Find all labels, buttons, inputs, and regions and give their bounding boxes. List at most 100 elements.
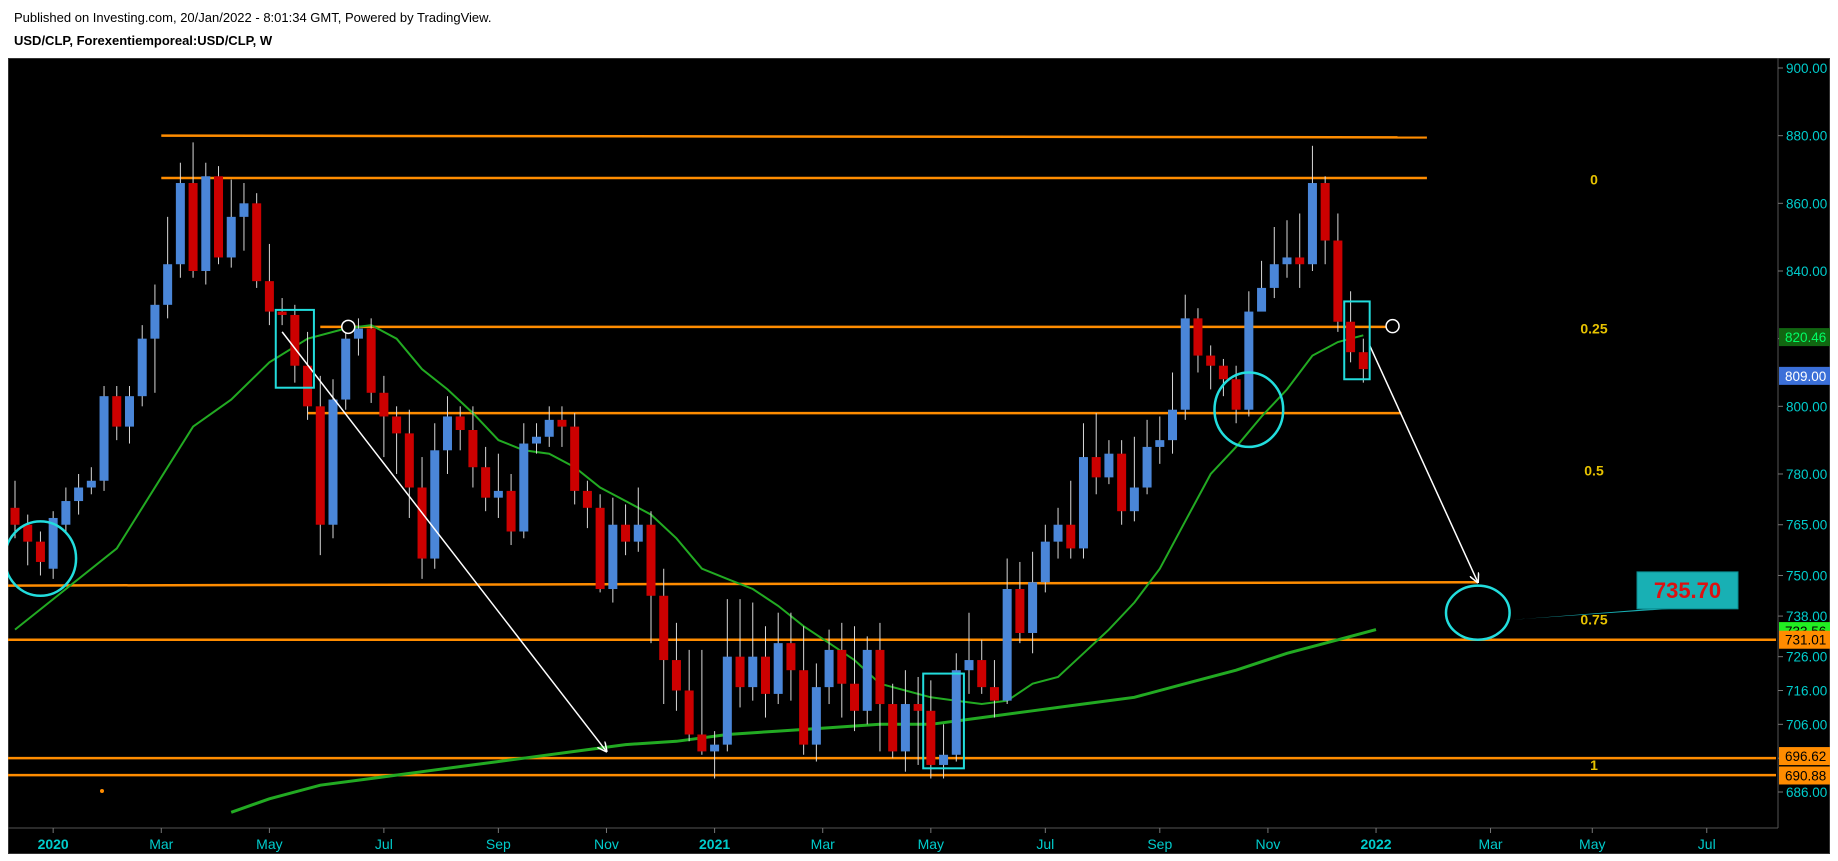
candle <box>1282 220 1292 278</box>
fib-level-label: 0 <box>1590 172 1598 188</box>
candle-body <box>61 501 71 525</box>
candle <box>989 660 999 718</box>
candle-body <box>1231 379 1241 410</box>
candle <box>710 731 720 779</box>
candle <box>1078 423 1088 559</box>
candle <box>837 622 847 718</box>
price-label: 696.62 <box>1779 747 1830 766</box>
candle <box>10 480 20 539</box>
candle-body <box>900 704 910 752</box>
price-label-text: 696.62 <box>1785 749 1826 764</box>
candle-body <box>1346 321 1356 353</box>
candle-body <box>1206 355 1216 366</box>
candle-body <box>1307 183 1317 265</box>
candle <box>328 379 338 539</box>
candle-body <box>35 541 45 562</box>
level-line <box>161 134 1427 139</box>
time-tick-label: Jul <box>1036 836 1054 852</box>
price-tick-label: 716.00 <box>1786 684 1827 699</box>
candle-body <box>493 490 503 498</box>
candle <box>506 473 516 546</box>
candle <box>1002 558 1012 705</box>
price-label: 690.88 <box>1779 766 1830 785</box>
candle <box>150 284 160 393</box>
candle <box>481 446 491 512</box>
candle-body <box>1091 457 1101 478</box>
candle <box>1358 338 1368 383</box>
level-line <box>8 580 1478 587</box>
candle-body <box>1104 453 1114 478</box>
candle-body <box>633 524 643 542</box>
candle-body <box>341 338 351 400</box>
price-label: 820.46 <box>1779 328 1830 347</box>
candle <box>926 680 936 779</box>
candle <box>671 622 681 711</box>
candle <box>1091 413 1101 495</box>
time-tick-label: May <box>918 836 944 852</box>
candle-body <box>557 419 567 427</box>
candle-body <box>850 683 860 711</box>
time-axis: 2020 Mar May Jul Sep Nov 2021 Mar May Jul Sep Nov 20… <box>8 827 1778 852</box>
candle <box>1117 440 1127 525</box>
time-tick-label: May <box>1579 836 1605 852</box>
candle-body <box>1028 582 1038 633</box>
candle-body <box>659 595 669 661</box>
candle <box>1155 416 1165 464</box>
candle-body <box>74 487 84 502</box>
highlight-box <box>274 308 315 389</box>
anchor-point <box>1385 318 1400 334</box>
candle <box>684 649 694 742</box>
candle-body <box>544 419 554 437</box>
price-label-text: 809.00 <box>1785 369 1826 384</box>
candle-body <box>1244 311 1254 410</box>
candle <box>570 413 580 505</box>
candle <box>1206 345 1216 390</box>
candle-body <box>760 656 770 694</box>
candle <box>646 511 656 644</box>
price-chart[interactable]: 0 0.25 0.5 0.75 1 900.00 880.00 860.00 840.00 80… <box>8 58 1830 854</box>
candle <box>913 676 923 765</box>
candle <box>430 423 440 569</box>
candle <box>264 243 274 326</box>
candle-body <box>239 203 249 217</box>
candle-body <box>303 365 313 407</box>
candle <box>1015 561 1025 644</box>
candle <box>697 649 707 755</box>
candle <box>86 467 96 495</box>
candle <box>519 423 529 539</box>
candle-body <box>1193 318 1203 356</box>
candle-body <box>392 416 402 434</box>
candle-body <box>379 392 389 417</box>
candle <box>532 423 542 454</box>
symbol-title: USD/CLP, Forexentiemporeal:USD/CLP, W <box>14 33 273 48</box>
candle-body <box>684 690 694 735</box>
candle-body <box>48 517 58 569</box>
candle-body <box>468 430 478 468</box>
candle-body <box>163 264 173 305</box>
published-info: Published on Investing.com, 20/Jan/2022 … <box>14 10 492 25</box>
price-tick-label: 706.00 <box>1786 717 1827 732</box>
price-tick-label: 880.00 <box>1786 129 1827 144</box>
candle <box>163 216 173 319</box>
candle <box>862 636 872 725</box>
candle-body <box>939 754 949 765</box>
candle-body <box>926 710 936 765</box>
candle <box>417 457 427 579</box>
candle <box>214 166 224 265</box>
candle <box>1333 213 1343 332</box>
candle <box>900 670 910 772</box>
candle-body <box>264 281 274 312</box>
candle <box>99 386 109 491</box>
candle-body <box>188 183 198 271</box>
candle-body <box>875 649 885 705</box>
candle-body <box>417 487 427 559</box>
candle-body <box>710 744 720 752</box>
candle <box>1218 358 1228 397</box>
candle <box>1180 294 1190 420</box>
candle-body <box>608 524 618 590</box>
candle <box>888 683 898 759</box>
candle <box>722 599 732 752</box>
candle <box>315 375 325 556</box>
candle-body <box>1015 589 1025 633</box>
candle-body <box>532 436 542 444</box>
